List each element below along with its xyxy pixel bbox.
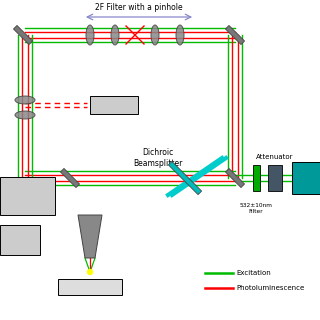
Text: 532±10nm
Filter: 532±10nm Filter: [239, 203, 273, 214]
Text: romator: romator: [9, 191, 45, 201]
Bar: [253, 165, 260, 191]
Text: era: era: [13, 236, 27, 244]
Bar: [0, 225, 40, 255]
Circle shape: [87, 269, 92, 275]
Text: XYZ-Stage: XYZ-Stage: [72, 284, 108, 290]
Bar: [90, 96, 138, 114]
Polygon shape: [78, 215, 102, 258]
Text: C
532: C 532: [296, 168, 312, 188]
Polygon shape: [168, 161, 202, 195]
Ellipse shape: [151, 25, 159, 45]
Bar: [268, 165, 282, 191]
Bar: [58, 279, 122, 295]
Text: Photoluminescence: Photoluminescence: [236, 285, 304, 291]
Bar: [0, 177, 55, 215]
Text: Attenuator: Attenuator: [256, 154, 294, 160]
Polygon shape: [13, 26, 33, 44]
Text: 2F Filter with a pinhole: 2F Filter with a pinhole: [95, 3, 183, 12]
Ellipse shape: [15, 96, 35, 104]
Text: Excitation: Excitation: [236, 270, 271, 276]
Polygon shape: [226, 26, 244, 44]
Ellipse shape: [15, 111, 35, 119]
Bar: [292, 162, 320, 194]
Ellipse shape: [111, 25, 119, 45]
Text: Vision CCD: Vision CCD: [95, 102, 133, 108]
Text: NA=0.8: NA=0.8: [87, 226, 92, 247]
Ellipse shape: [86, 25, 94, 45]
Ellipse shape: [176, 25, 184, 45]
Polygon shape: [60, 168, 80, 188]
Polygon shape: [226, 168, 244, 188]
Text: Dichroic
Beamsplitter: Dichroic Beamsplitter: [133, 148, 183, 168]
